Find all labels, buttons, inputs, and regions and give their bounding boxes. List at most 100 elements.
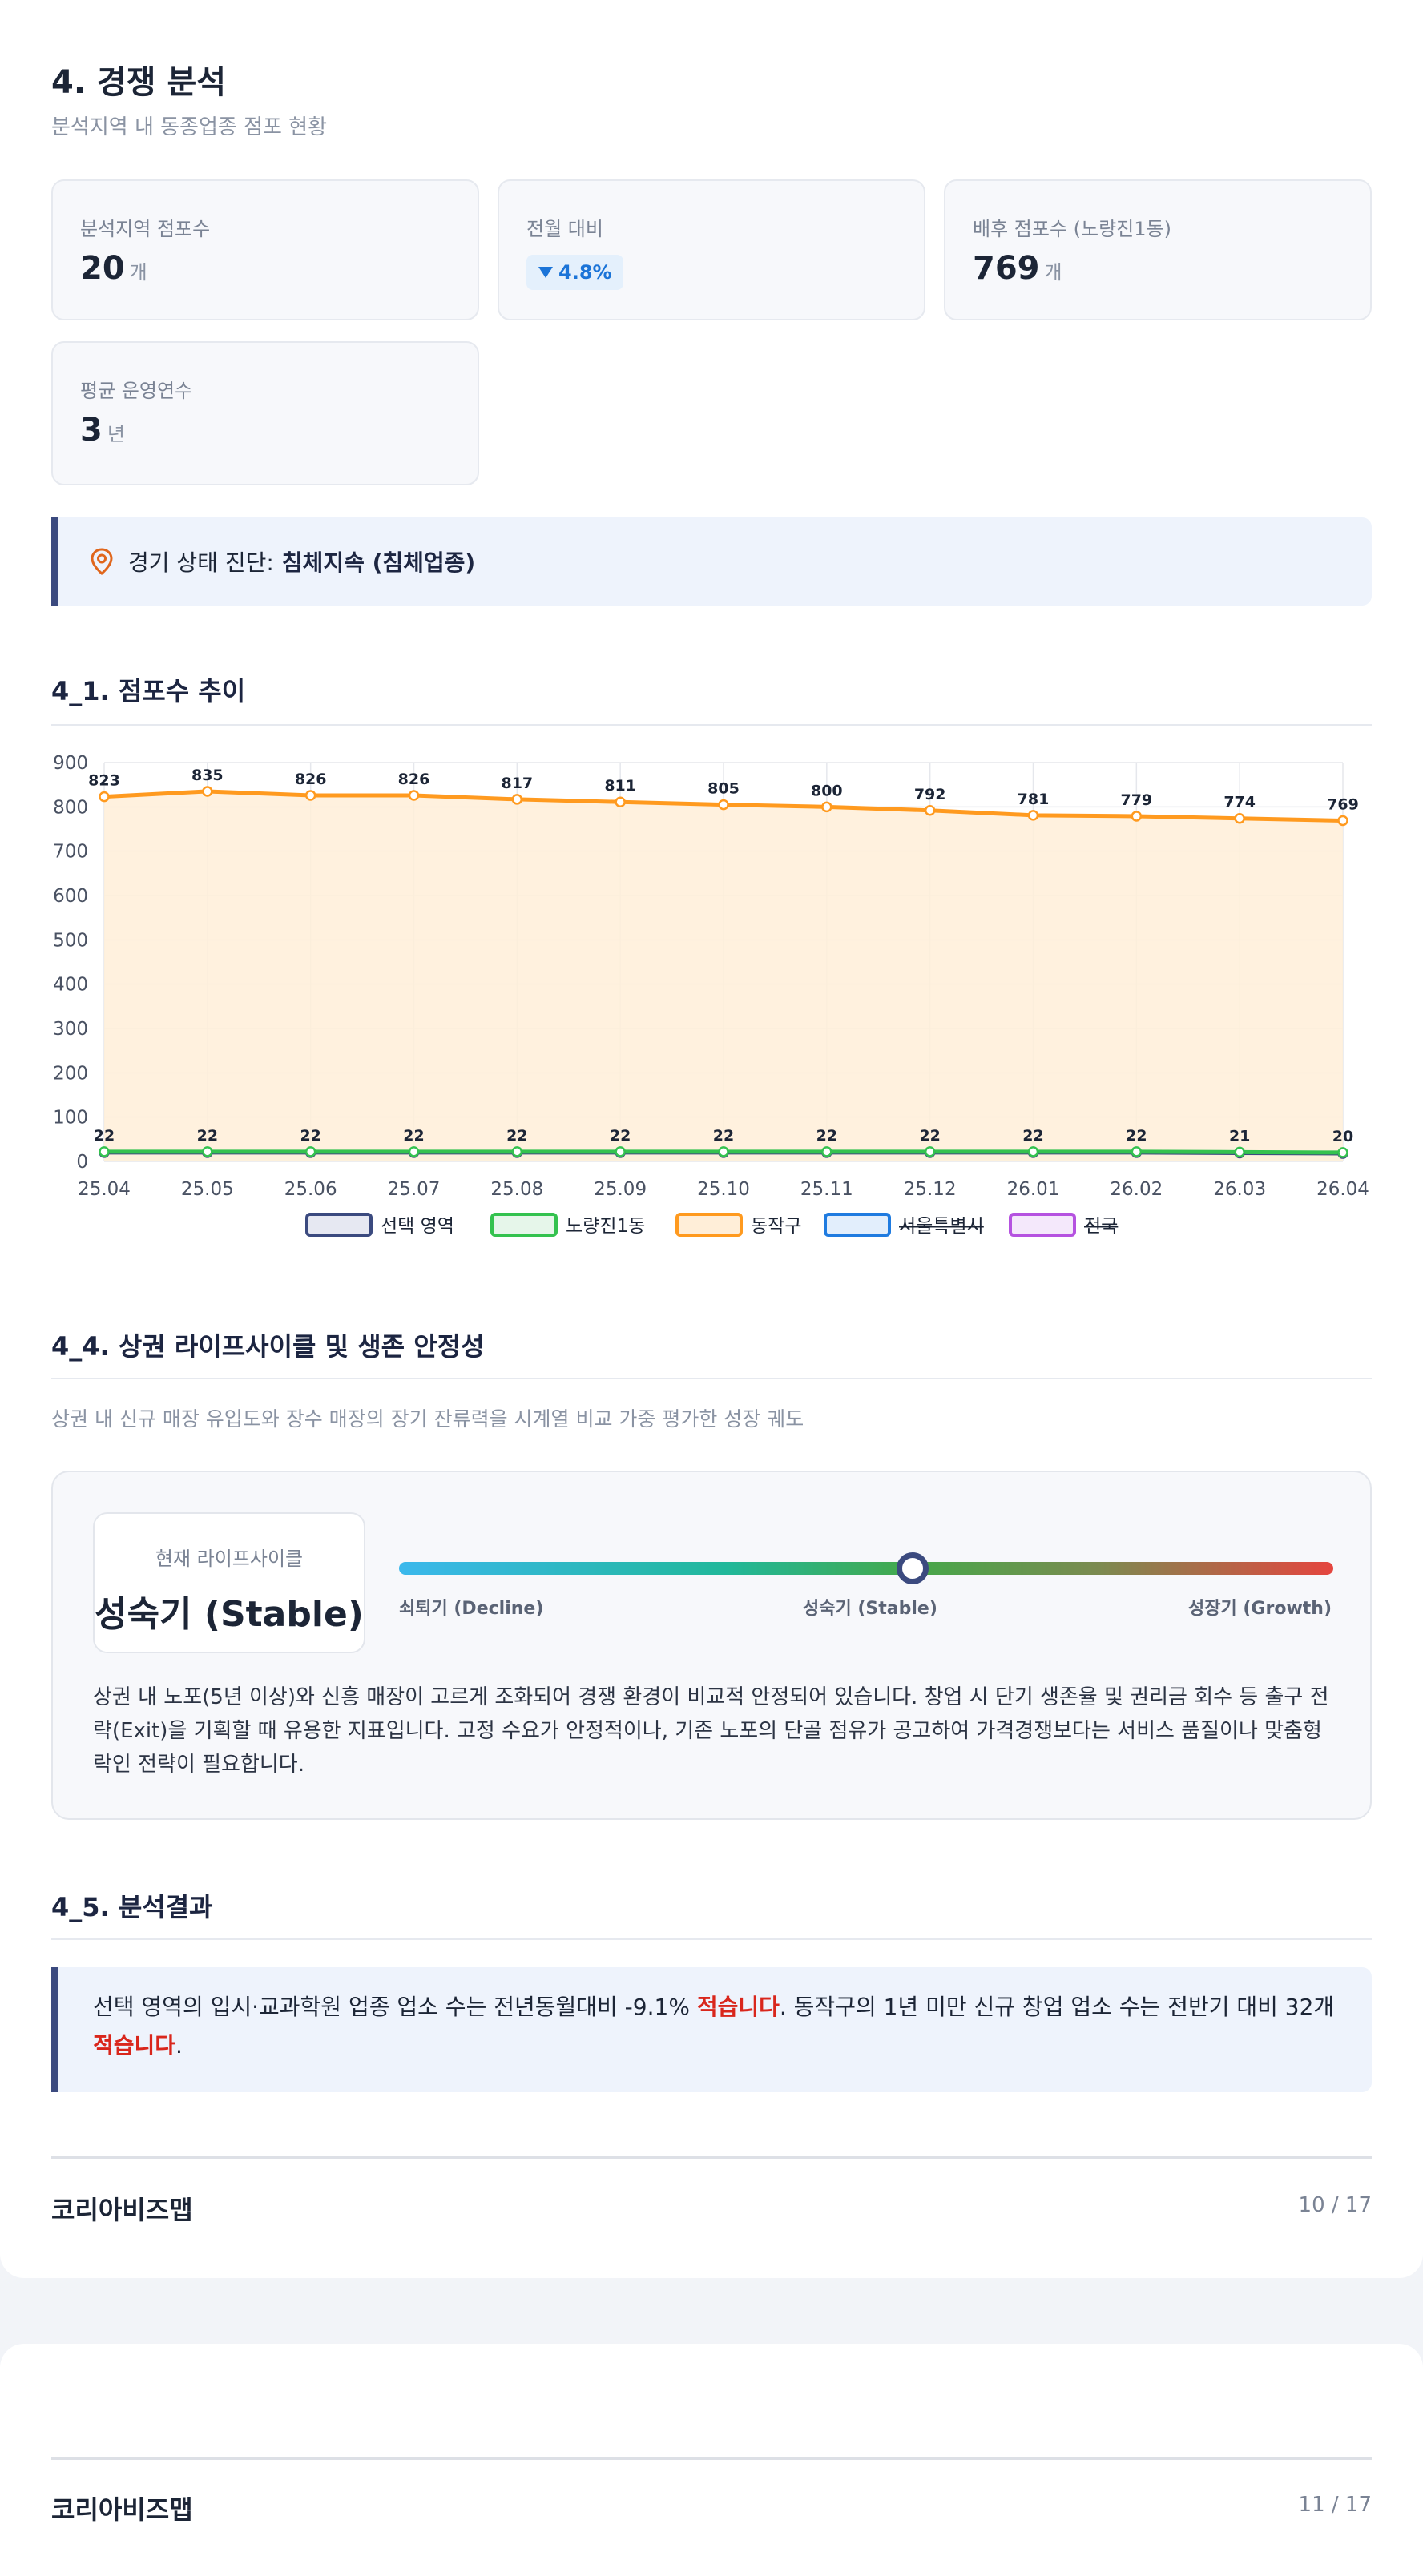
result-text-3: . xyxy=(175,2032,183,2059)
data-point xyxy=(99,791,110,803)
y-tick-label: 800 xyxy=(53,797,88,818)
legend-swatch xyxy=(1009,1213,1076,1237)
data-label: 20 xyxy=(1332,1128,1353,1145)
lifecycle-current-card: 현재 라이프사이클 성숙기 (Stable) xyxy=(93,1512,365,1653)
data-label: 805 xyxy=(707,780,740,798)
data-point xyxy=(1027,1146,1039,1157)
stat-unit: 개 xyxy=(1044,261,1062,284)
change-badge: 4.8% xyxy=(526,255,623,290)
legend-swatch xyxy=(305,1213,373,1237)
section-title: 4. 경쟁 분석 xyxy=(51,64,227,101)
data-point xyxy=(924,805,936,816)
location-pin-icon xyxy=(91,548,113,575)
data-point xyxy=(718,1146,729,1157)
data-point xyxy=(924,1146,936,1157)
data-point xyxy=(408,790,420,801)
y-tick-label: 0 xyxy=(76,1152,88,1173)
legend-label: 서울특별시 xyxy=(899,1216,984,1237)
data-label: 22 xyxy=(816,1127,837,1145)
data-point xyxy=(1337,1147,1348,1158)
footer-divider xyxy=(51,2156,1372,2159)
x-tick-label: 25.10 xyxy=(697,1179,750,1200)
stat-card-store-count: 분석지역 점포수 20 개 xyxy=(51,179,479,320)
data-point xyxy=(99,1146,110,1157)
data-point xyxy=(718,799,729,811)
data-label: 811 xyxy=(604,777,636,795)
data-label: 781 xyxy=(1018,791,1050,808)
stat-card-mom: 전월 대비 4.8% xyxy=(498,179,925,320)
diagnosis-label: 경기 상태 진단: xyxy=(128,549,274,576)
data-label: 22 xyxy=(919,1127,940,1145)
y-tick-label: 100 xyxy=(53,1108,88,1129)
data-label: 769 xyxy=(1327,795,1359,813)
x-tick-label: 25.11 xyxy=(800,1179,853,1200)
lifecycle-gauge-track xyxy=(399,1562,1333,1575)
result-banner: 선택 영역의 입시·교과학원 업종 업소 수는 전년동월대비 -9.1% 적습니… xyxy=(51,1967,1372,2092)
result-text-2: . 동작구의 1년 미만 신규 창업 업소 수는 전반기 대비 32개 xyxy=(779,1994,1335,2020)
data-point xyxy=(408,1146,420,1157)
lifecycle-gauge-marker xyxy=(897,1552,929,1584)
legend-label: 선택 영역 xyxy=(381,1216,454,1237)
data-point xyxy=(821,1146,832,1157)
series-area xyxy=(104,791,1343,1161)
result-highlight-2: 적습니다 xyxy=(93,2032,176,2059)
data-point xyxy=(202,786,213,797)
data-label: 22 xyxy=(1126,1127,1147,1145)
diagnosis-value: 침체지속 (침체업종) xyxy=(281,549,476,576)
data-label: 21 xyxy=(1229,1127,1250,1145)
data-label: 22 xyxy=(300,1127,320,1145)
data-label: 826 xyxy=(295,771,327,788)
data-label: 800 xyxy=(811,782,843,799)
legend-label: 동작구 xyxy=(751,1216,801,1237)
divider xyxy=(51,1378,1372,1379)
y-tick-label: 900 xyxy=(53,753,88,774)
divider xyxy=(51,724,1372,726)
data-label: 835 xyxy=(191,767,224,784)
data-label: 22 xyxy=(506,1127,527,1145)
data-point xyxy=(1131,1146,1143,1157)
trend-title: 4_1. 점포수 추이 xyxy=(51,676,246,706)
x-tick-label: 25.04 xyxy=(78,1179,131,1200)
x-tick-label: 26.01 xyxy=(1007,1179,1060,1200)
section-subtitle: 분석지역 내 동종업종 점포 현황 xyxy=(51,115,328,139)
data-point xyxy=(304,1146,316,1157)
data-point xyxy=(511,794,523,805)
legend-label: 노량진1동 xyxy=(566,1216,645,1237)
data-label: 823 xyxy=(88,772,120,790)
lifecycle-explanation: 상권 내 노포(5년 이상)와 신흥 매장이 고르게 조화되어 경쟁 환경이 비… xyxy=(93,1685,1329,1777)
stat-value: 3 xyxy=(80,412,103,449)
y-tick-label: 500 xyxy=(53,930,88,951)
y-tick-label: 300 xyxy=(53,1019,88,1040)
lifecycle-description: 상권 내 신규 매장 유입도와 장수 매장의 장기 잔류력을 시계열 비교 가중… xyxy=(51,1407,804,1431)
y-tick-label: 600 xyxy=(53,886,88,907)
gauge-label-stable: 성숙기 (Stable) xyxy=(803,1599,937,1619)
data-point xyxy=(304,790,316,801)
data-point xyxy=(615,796,626,807)
footer-brand: 코리아비즈맵 xyxy=(51,2494,193,2525)
x-tick-label: 25.07 xyxy=(388,1179,441,1200)
data-point xyxy=(1234,1146,1245,1158)
store-count-chart: 22 22 22 22 22 22 22 22 22 22 22 21 20 823 835 826 826 81… xyxy=(53,753,1369,1237)
data-label: 774 xyxy=(1223,794,1256,811)
data-label: 817 xyxy=(501,775,533,792)
data-label: 792 xyxy=(914,786,946,803)
stat-label: 전월 대비 xyxy=(526,218,603,240)
x-tick-label: 25.06 xyxy=(284,1179,337,1200)
lifecycle-title: 4_4. 상권 라이프사이클 및 생존 안정성 xyxy=(51,1331,485,1362)
data-point xyxy=(1337,815,1348,827)
stat-value: 20 xyxy=(80,250,125,287)
x-tick-label: 25.08 xyxy=(490,1179,543,1200)
stat-value: 769 xyxy=(973,250,1040,287)
data-point xyxy=(1131,811,1143,822)
data-point xyxy=(615,1146,626,1157)
data-point xyxy=(202,1146,213,1157)
data-label: 826 xyxy=(398,771,430,788)
result-text-1: 선택 영역의 입시·교과학원 업종 업소 수는 전년동월대비 -9.1% xyxy=(93,1994,697,2020)
data-label: 22 xyxy=(403,1127,424,1145)
data-point xyxy=(511,1146,523,1157)
legend-swatch xyxy=(824,1213,891,1237)
data-point xyxy=(821,801,832,813)
footer-page-number: 11 / 17 xyxy=(1298,2493,1372,2517)
stat-card-avg-years: 평균 운영연수 3 년 xyxy=(51,341,479,485)
x-tick-label: 25.05 xyxy=(181,1179,234,1200)
